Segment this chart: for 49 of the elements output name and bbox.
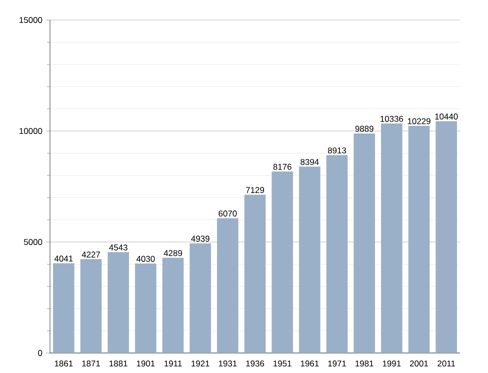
data-label: 10229 [408,118,430,124]
bar [272,171,293,353]
x-tick-label: 1936 [246,360,264,367]
bar [408,126,430,353]
bar [381,124,402,353]
x-tick-label: 2001 [410,360,428,367]
data-label: 4939 [191,236,210,242]
data-label: 4041 [54,256,73,262]
x-tick-label: 1931 [218,360,237,367]
x-tick-label: 1911 [164,360,182,367]
data-label: 4289 [164,250,182,256]
data-label: 4543 [109,244,128,250]
x-tick-label: 1961 [300,360,319,367]
data-label: 7129 [246,187,264,194]
x-tick-label: 1991 [382,360,401,367]
bar [190,243,211,353]
data-label: 10440 [435,114,458,120]
x-tick-label: 1951 [274,360,292,367]
x-tick-label: 1871 [82,360,100,367]
bar [162,258,184,353]
data-label: 8394 [300,158,319,165]
x-tick-label: 1971 [328,360,346,367]
bar [326,155,348,353]
y-tick-label: 10000 [20,128,42,134]
bar [53,263,74,353]
y-tick-label: 15000 [20,17,42,23]
bar [80,259,102,353]
y-tick-label: 5000 [24,239,42,245]
x-tick-label: 1981 [356,360,374,367]
data-label: 9889 [355,126,374,132]
data-label: 4030 [136,256,155,262]
bar [217,218,238,353]
x-tick-label: 1861 [54,360,73,367]
bar [436,121,457,353]
x-tick-label: 2011 [438,360,456,367]
data-label: 8176 [273,164,292,170]
bar [244,194,266,353]
x-tick-label: 1881 [110,360,128,367]
data-label: 8913 [328,147,346,154]
data-label: 6070 [218,210,237,217]
bar [354,133,375,353]
bar [108,252,129,353]
bar [135,264,156,353]
data-label: 4227 [82,252,100,258]
y-tick-label: 0 [38,350,42,356]
bar [299,166,320,353]
x-tick-label: 1901 [136,360,155,367]
x-tick-label: 1921 [192,360,210,367]
data-label: 10336 [380,116,404,122]
